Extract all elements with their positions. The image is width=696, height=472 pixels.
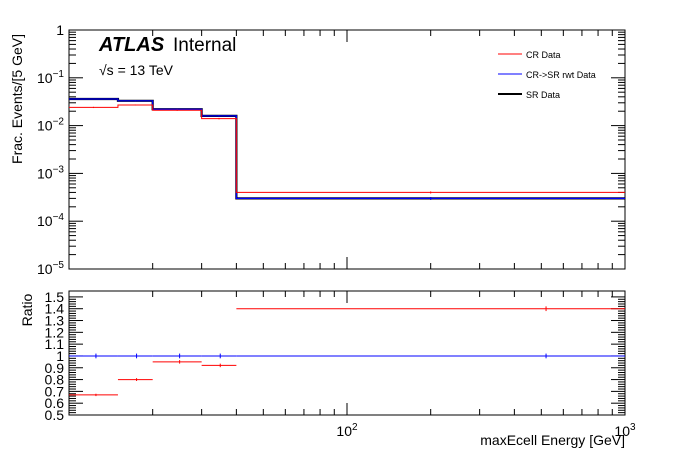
main-y-tick-label: 10−3 — [37, 164, 64, 181]
main-y-label: Frac. Events/[5 GeV] — [9, 34, 25, 164]
legend-label: SR Data — [526, 90, 560, 100]
histogram-line — [69, 104, 625, 193]
ratio-y-tick-label: 0.7 — [45, 383, 65, 399]
main-y-tick-label: 10−2 — [37, 117, 64, 134]
x-tick-label: 102 — [336, 422, 358, 439]
atlas-status: Internal — [173, 35, 236, 56]
atlas-label: ATLAS — [98, 34, 165, 56]
ratio-y-tick-label: 1.1 — [45, 336, 65, 352]
ratio-y-tick-label: 1 — [56, 348, 64, 364]
ratio-y-label: Ratio — [19, 293, 35, 326]
ratio-panel: 0.50.60.70.80.911.11.21.31.41.5 102 103 Ra… — [19, 289, 636, 448]
ratio-y-tick-label: 0.5 — [45, 407, 65, 423]
ratio-series — [69, 306, 625, 397]
main-y-tick-label: 1 — [56, 22, 64, 38]
main-y-tick-label: 10−4 — [37, 212, 64, 229]
legend: CR Data CR->SR rwt Data SR Data — [498, 50, 596, 100]
main-axis-ticks: 10−5 10−4 10−3 10−2 10−1 1 — [37, 22, 625, 277]
ratio-y-tick-label: 1.2 — [45, 324, 65, 340]
main-y-tick-label: 10−5 — [37, 260, 64, 277]
histogram-line — [69, 98, 625, 199]
ratio-y-tick-label: 1.4 — [45, 301, 65, 317]
ratio-axis-ticks: 0.50.60.70.80.911.11.21.31.41.5 102 103 — [45, 289, 636, 439]
histogram-line — [69, 97, 625, 200]
main-panel: 10−5 10−4 10−3 10−2 10−1 1 Frac. Events/[5 Ge… — [9, 22, 626, 277]
ratio-y-tick-label: 1.3 — [45, 313, 65, 329]
legend-label: CR Data — [526, 50, 561, 60]
ratio-y-tick-label: 0.9 — [45, 360, 65, 376]
energy-label: √s = 13 TeV — [99, 62, 174, 78]
ratio-y-tick-label: 0.8 — [45, 372, 65, 388]
x-axis-label: maxEcell Energy [GeV] — [480, 432, 625, 448]
legend-label: CR->SR rwt Data — [526, 70, 596, 80]
main-series — [69, 97, 625, 200]
x-tick-label: 103 — [614, 422, 636, 439]
main-y-tick-label: 10−1 — [37, 69, 64, 86]
ratio-y-tick-label: 1.5 — [45, 289, 65, 305]
ratio-frame — [68, 290, 626, 416]
ratio-y-tick-label: 0.6 — [45, 395, 65, 411]
